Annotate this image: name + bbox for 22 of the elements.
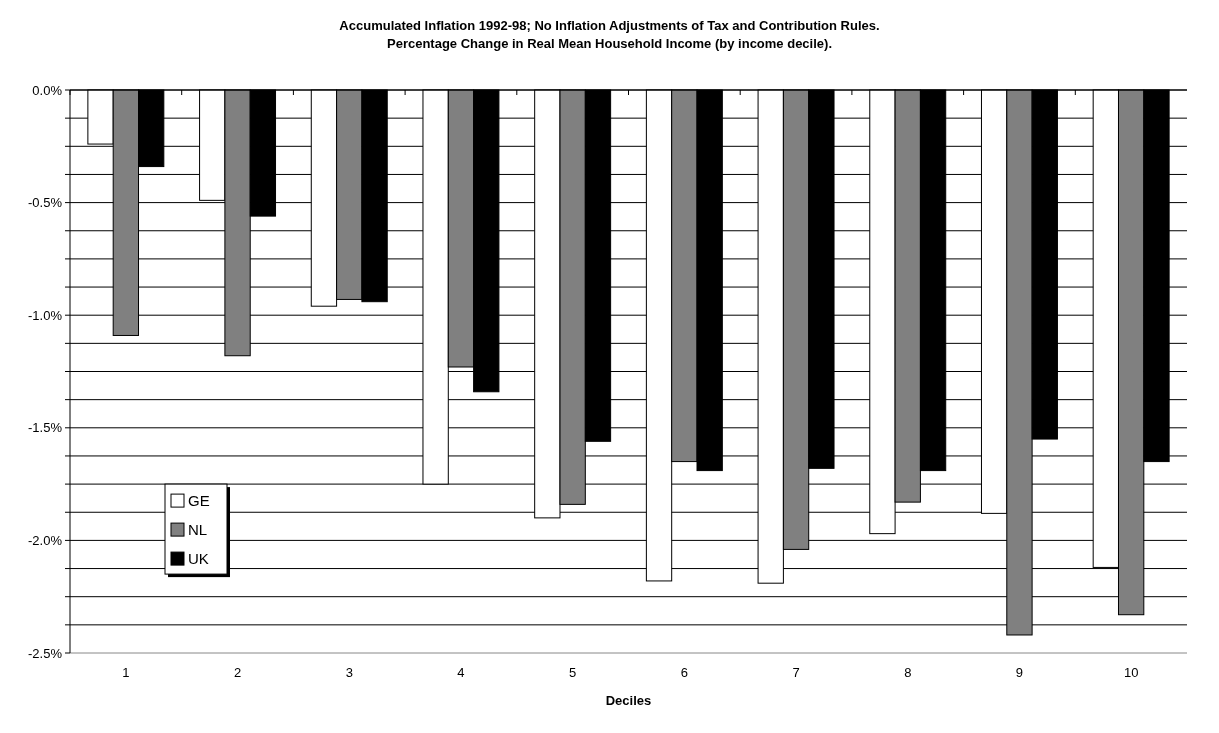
y-tick-label: -2.0%: [28, 532, 63, 548]
x-tick-label: 1: [122, 665, 130, 680]
y-tick-label: -1.5%: [28, 420, 63, 436]
x-tick-label: 2: [233, 665, 242, 680]
y-tick-label: 0.0%: [32, 82, 63, 98]
x-tick-label: 9: [1015, 665, 1024, 680]
x-tick-label: 8: [904, 665, 912, 680]
legend-label: NL: [188, 520, 208, 538]
x-tick-label: 6: [680, 665, 688, 680]
y-tick-label: -2.5%: [28, 645, 63, 661]
x-tick-label: 5: [569, 665, 577, 680]
x-axis-title: Deciles: [605, 693, 652, 708]
chart-subtitle: Percentage Change in Real Mean Household Income (by income decile).: [387, 36, 832, 51]
x-tick-label: 3: [345, 665, 353, 680]
x-tick-label: 10: [1123, 665, 1139, 680]
x-tick-label: 7: [792, 665, 800, 680]
legend-label: GE: [188, 491, 210, 509]
chart-title: Accumulated Inflation 1992-98; No Inflation Adjustments of Tax and Contribution Rules.: [339, 18, 880, 33]
y-tick-label: -1.0%: [28, 307, 63, 323]
legend-label: UK: [188, 549, 209, 567]
x-tick-label: 4: [457, 665, 465, 680]
y-tick-label: -0.5%: [28, 195, 63, 211]
